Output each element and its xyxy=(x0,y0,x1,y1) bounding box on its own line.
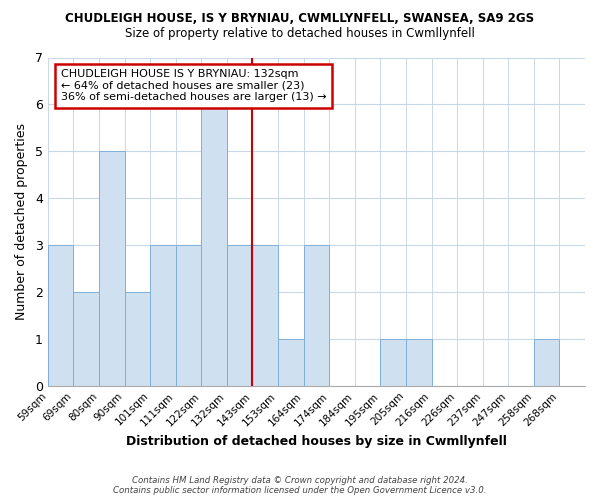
X-axis label: Distribution of detached houses by size in Cwmllynfell: Distribution of detached houses by size … xyxy=(126,434,507,448)
Bar xyxy=(201,104,227,386)
Bar xyxy=(150,245,176,386)
Bar xyxy=(304,245,329,386)
Text: Size of property relative to detached houses in Cwmllynfell: Size of property relative to detached ho… xyxy=(125,28,475,40)
Bar xyxy=(48,245,73,386)
Bar xyxy=(380,339,406,386)
Text: CHUDLEIGH HOUSE IS Y BRYNIAU: 132sqm
← 64% of detached houses are smaller (23)
3: CHUDLEIGH HOUSE IS Y BRYNIAU: 132sqm ← 6… xyxy=(61,69,326,102)
Bar xyxy=(73,292,99,386)
Bar xyxy=(406,339,431,386)
Bar xyxy=(176,245,201,386)
Text: CHUDLEIGH HOUSE, IS Y BRYNIAU, CWMLLYNFELL, SWANSEA, SA9 2GS: CHUDLEIGH HOUSE, IS Y BRYNIAU, CWMLLYNFE… xyxy=(65,12,535,26)
Text: Contains HM Land Registry data © Crown copyright and database right 2024.
Contai: Contains HM Land Registry data © Crown c… xyxy=(113,476,487,495)
Bar xyxy=(253,245,278,386)
Bar xyxy=(534,339,559,386)
Y-axis label: Number of detached properties: Number of detached properties xyxy=(15,123,28,320)
Bar xyxy=(278,339,304,386)
Bar xyxy=(227,245,253,386)
Bar xyxy=(125,292,150,386)
Bar xyxy=(99,152,125,386)
